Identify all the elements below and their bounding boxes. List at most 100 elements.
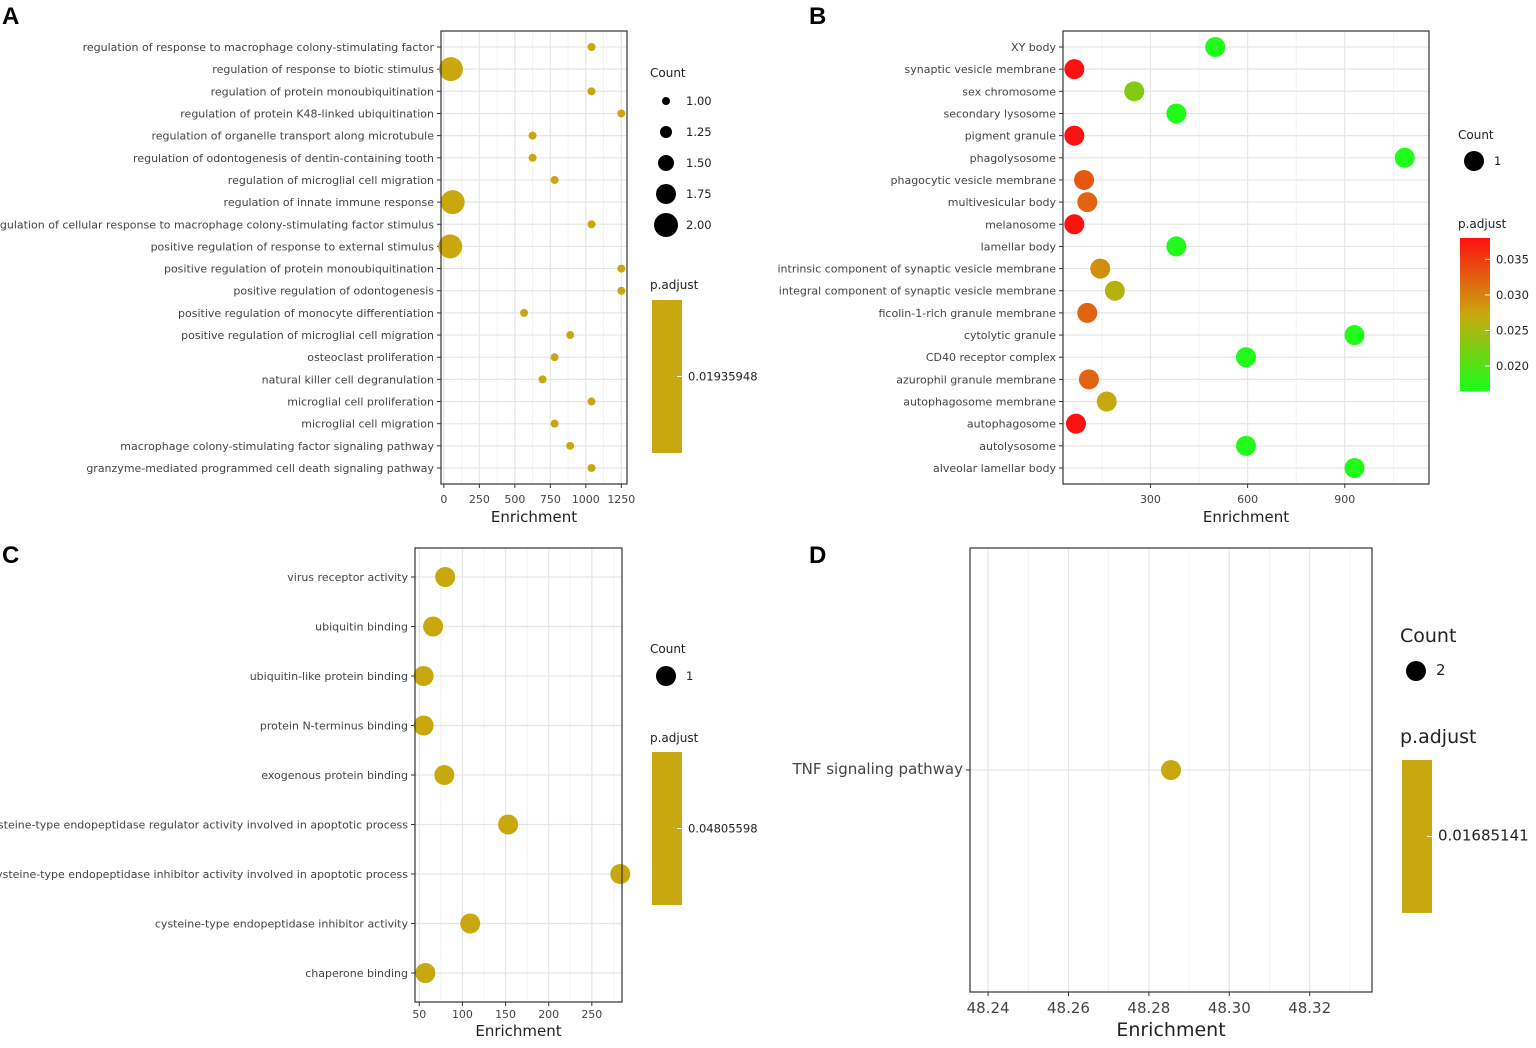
data-point: [566, 331, 575, 340]
y-category-label: microglial cell migration: [301, 418, 434, 431]
y-category-label: secondary lysosome: [944, 107, 1057, 120]
data-point: [423, 616, 444, 637]
y-category-label: osteoclast proliferation: [307, 351, 434, 364]
y-category-label: cysteine-type endopeptidase inhibitor ac…: [0, 868, 408, 881]
color-legend-label: 0.035: [1496, 252, 1529, 266]
x-tick-label: 750: [540, 493, 561, 506]
y-category-label: intrinsic component of synaptic vesicle …: [777, 263, 1056, 276]
data-point: [1394, 147, 1415, 168]
x-axis-label: Enrichment: [491, 508, 577, 526]
color-legend-label: 0.01685141: [1438, 827, 1529, 845]
y-category-label: virus receptor activity: [287, 571, 408, 584]
data-point: [587, 43, 596, 51]
y-category-label: phagolysosome: [970, 152, 1057, 165]
data-point: [1064, 59, 1085, 80]
y-category-label: sex chromosome: [962, 85, 1056, 98]
x-tick-label: 1250: [607, 493, 635, 506]
plot-background-b: [1063, 31, 1429, 484]
size-legend-title: Count: [1400, 625, 1456, 647]
panel-label-a: A: [2, 3, 19, 30]
x-tick-label: 500: [504, 493, 525, 506]
x-tick-label: 48.32: [1288, 999, 1331, 1017]
data-point: [1064, 125, 1085, 146]
x-axis-label: Enrichment: [1203, 508, 1289, 526]
data-point: [1065, 413, 1086, 434]
data-point: [413, 715, 434, 736]
x-tick-label: 900: [1334, 493, 1355, 506]
y-category-label: exogenous protein binding: [261, 769, 408, 782]
color-legend-label: 0.04805598: [688, 822, 758, 836]
y-category-label: regulation of protein K48-linked ubiquit…: [180, 107, 434, 120]
plot-background-a: [441, 31, 627, 484]
x-axis-label: Enrichment: [475, 1022, 561, 1040]
y-category-label: regulation of odontogenesis of dentin-co…: [133, 152, 434, 165]
y-category-label: ubiquitin binding: [315, 621, 408, 634]
y-category-label: lamellar body: [981, 240, 1057, 253]
data-point: [1236, 347, 1256, 368]
y-category-label: positive regulation of protein monoubiqu…: [164, 263, 434, 276]
x-tick-label: 0: [440, 493, 447, 506]
data-point: [460, 913, 481, 934]
data-point: [610, 864, 631, 884]
y-category-label: macrophage colony-stimulating factor sig…: [120, 440, 434, 453]
data-point: [587, 397, 596, 406]
data-point: [1096, 391, 1117, 412]
size-legend-dot: [1464, 151, 1484, 171]
data-point: [550, 353, 559, 362]
y-category-label: cytolytic granule: [964, 329, 1056, 342]
size-legend-label: 1: [1494, 154, 1501, 168]
y-category-label: positive regulation of microglial cell m…: [181, 329, 434, 342]
plot-border: [969, 547, 1373, 993]
size-legend-dot: [654, 213, 678, 237]
size-legend-dot: [660, 126, 672, 138]
y-category-label: granzyme-mediated programmed cell death …: [86, 462, 434, 475]
size-legend-label: 2.00: [686, 218, 712, 232]
y-category-label: CD40 receptor complex: [926, 351, 1057, 364]
data-point: [587, 87, 596, 96]
x-tick-label: 50: [412, 1008, 426, 1021]
data-point: [1166, 236, 1187, 257]
y-category-label: pigment granule: [965, 130, 1057, 143]
y-category-label: cysteine-type endopeptidase regulator ac…: [0, 819, 408, 832]
data-point: [617, 109, 626, 118]
data-point: [1166, 103, 1187, 124]
size-legend-label: 2: [1436, 661, 1446, 679]
data-point: [435, 567, 456, 587]
y-category-label: regulation of response to macrophage col…: [83, 41, 435, 54]
data-point: [438, 57, 463, 82]
size-legend-title: Count: [650, 66, 686, 80]
size-legend-title: Count: [1458, 128, 1494, 142]
size-legend-label: 1.25: [686, 125, 712, 139]
panel-label-d: D: [809, 542, 826, 569]
y-category-label: natural killer cell degranulation: [262, 373, 434, 386]
y-category-label: cysteine-type endopeptidase inhibitor ac…: [155, 918, 409, 931]
data-point: [413, 666, 434, 686]
size-legend-dot: [656, 184, 676, 204]
x-tick-label: 48.24: [967, 999, 1010, 1017]
data-point: [1344, 458, 1365, 478]
data-point: [1344, 325, 1365, 346]
panel-d-kegg-pathway: 48.24 48.26 48.28 48.30 48.32 TNF signaling p…: [791, 547, 1529, 1041]
y-category-label: positive regulation of odontogenesis: [233, 285, 434, 298]
y-category-label: regulation of organelle transport along …: [151, 130, 434, 143]
size-legend-title: Count: [650, 642, 686, 656]
data-point: [1236, 435, 1256, 456]
data-point: [528, 131, 537, 140]
data-point: [550, 175, 559, 184]
y-category-label: autolysosome: [979, 440, 1056, 453]
color-legend-title: p.adjust: [650, 278, 699, 292]
data-point: [528, 153, 537, 162]
plot-border: [1062, 30, 1430, 485]
y-category-label: synaptic vesicle membrane: [905, 63, 1057, 76]
color-legend-label: 0.01935948: [688, 370, 758, 384]
x-tick-label: 100: [452, 1008, 473, 1021]
y-category-label: microglial cell proliferation: [287, 396, 434, 409]
x-tick-label: 48.28: [1127, 999, 1170, 1017]
size-legend-label: 1.50: [686, 156, 712, 170]
y-category-label: positive regulation of monocyte differen…: [178, 307, 434, 320]
panel-label-c: C: [2, 542, 19, 569]
y-category-label: regulation of protein monoubiquitination: [211, 85, 434, 98]
size-legend-dot: [656, 666, 676, 686]
y-category-label: alveolar lamellar body: [933, 462, 1056, 475]
